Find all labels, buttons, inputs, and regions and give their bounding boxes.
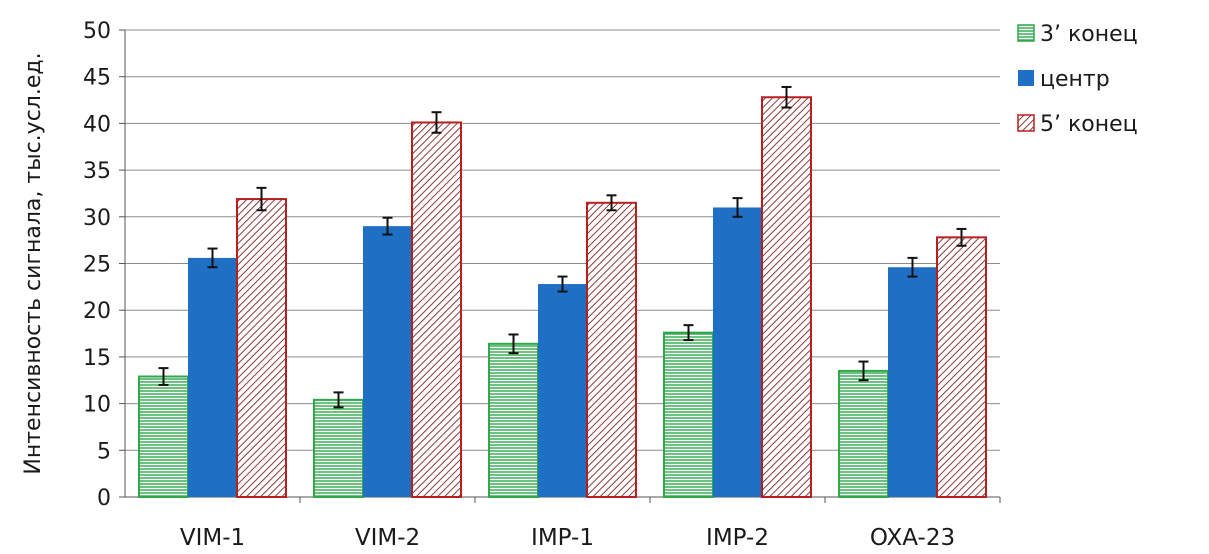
bar	[188, 257, 237, 497]
bar	[488, 342, 539, 498]
legend-label: 3’ конец	[1040, 22, 1138, 47]
legend-swatch	[1017, 114, 1035, 132]
legend-label: центр	[1040, 67, 1110, 92]
x-tick-label: IMP-2	[706, 525, 769, 551]
bar	[236, 198, 287, 499]
bar	[538, 284, 587, 497]
bar	[888, 267, 937, 497]
y-tick-label: 25	[83, 253, 111, 278]
bar	[713, 207, 762, 497]
legend-swatch	[1018, 70, 1034, 86]
y-tick-label: 0	[97, 486, 111, 511]
axes: 0 5 10 15 20 25 30 35 40 45 50 VIM-1 VIM-2 IMP-1 IMP-2…	[83, 19, 1001, 551]
x-tick-label: VIM-2	[355, 525, 420, 551]
y-tick-label: 15	[83, 346, 111, 371]
bar	[313, 398, 364, 499]
bars	[138, 96, 987, 499]
y-tick-label: 30	[83, 206, 111, 231]
legend-label: 5’ конец	[1040, 112, 1138, 137]
error-bars	[158, 85, 967, 409]
bar	[936, 236, 987, 499]
x-tick-label: VIM-1	[180, 525, 245, 551]
y-tick-label: 35	[83, 159, 111, 184]
bar	[363, 226, 412, 497]
bar	[411, 121, 462, 498]
y-axis-label: Интенсивность сигнала, тыс.усл.ед.	[21, 52, 46, 474]
y-tick-label: 45	[83, 66, 111, 91]
y-tick-label: 10	[83, 393, 111, 418]
x-tick-label: OXA-23	[870, 525, 955, 551]
bar	[838, 369, 889, 498]
bar	[586, 201, 637, 498]
legend: 3’ конец центр 5’ конец	[1017, 22, 1138, 137]
bar	[761, 96, 812, 499]
y-tick-label: 20	[83, 299, 111, 324]
y-tick-label: 50	[83, 19, 111, 44]
bar	[138, 375, 189, 499]
x-tick-label: IMP-1	[531, 525, 594, 551]
y-tick-label: 40	[83, 112, 111, 137]
bar	[663, 331, 714, 498]
legend-swatch	[1017, 24, 1035, 42]
y-tick-label: 5	[97, 439, 111, 464]
